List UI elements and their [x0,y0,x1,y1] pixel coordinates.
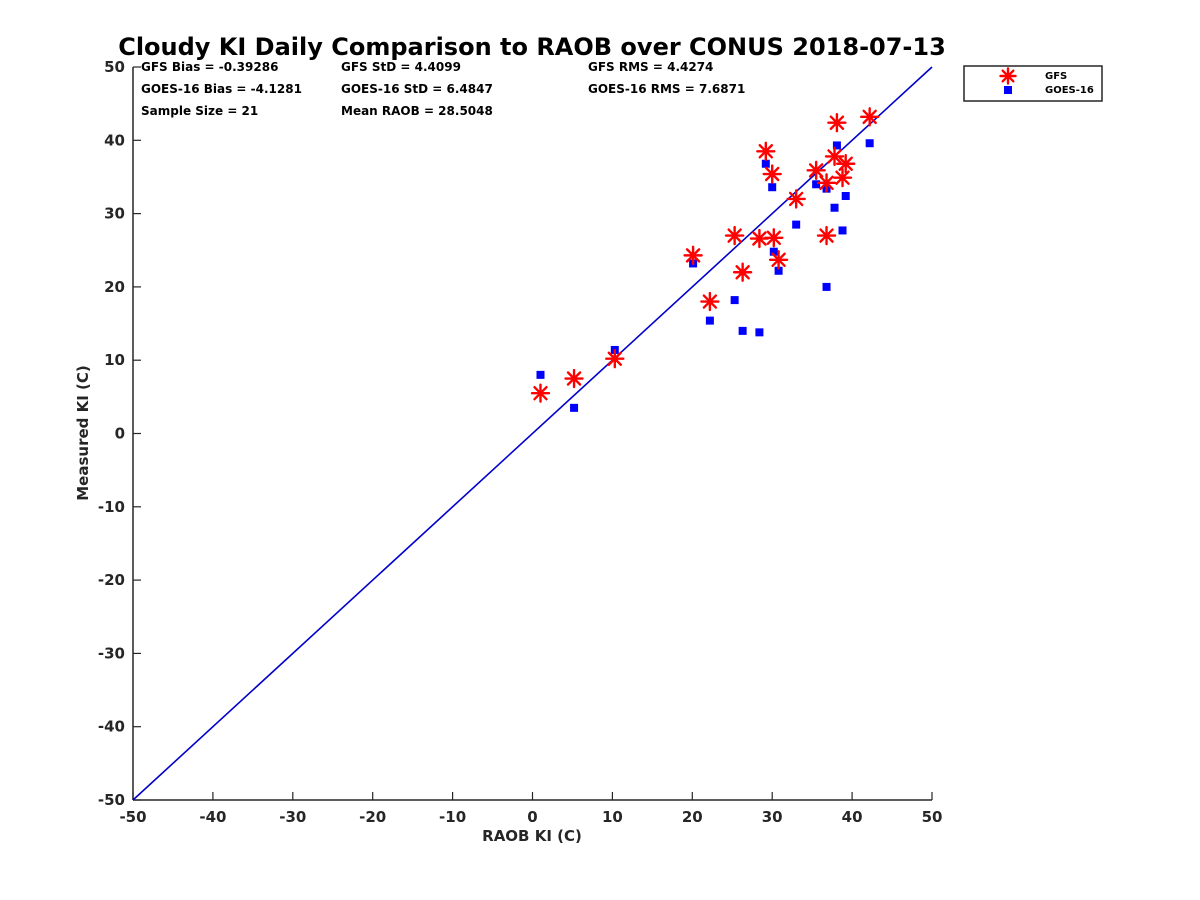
data-markers [530,107,880,412]
one-to-one-line [132,66,933,801]
legend-label-goes16: GOES-16 [1045,85,1094,96]
goes16-point [769,247,778,256]
goes16-point [822,282,831,291]
gfs-point [605,349,625,369]
stat-goes16-bias: GOES-16 Bias = -4.1281 [141,82,302,96]
stat-gfs-bias: GFS Bias = -0.39286 [141,60,278,74]
x-tick-label: 10 [602,808,623,826]
x-tick-label: -50 [119,808,146,826]
legend-marker-gfs [999,67,1017,85]
stat-sample-size: Sample Size = 21 [141,104,258,118]
reference-line-group [132,66,933,801]
gfs-point [836,154,856,174]
gfs-point [762,164,782,184]
goes16-point [755,328,764,337]
legend-box [963,65,1103,102]
x-tick-label: 20 [682,808,703,826]
x-tick-label: 50 [922,808,943,826]
legend-marker-goes16 [1004,86,1012,94]
x-tick-label: -20 [359,808,386,826]
gfs-point [764,228,784,248]
goes16-point [841,192,850,201]
gfs-point [786,189,806,209]
gfs-point [530,383,551,403]
legend-label-gfs: GFS [1045,71,1067,82]
y-tick-label: -20 [98,571,125,589]
y-tick-label: -10 [98,498,125,516]
y-tick-label: -30 [98,644,125,662]
goes16-point [774,266,783,275]
goes16-point [768,183,777,192]
stat-goes16-std: GOES-16 StD = 6.4847 [341,82,493,96]
gfs-point [756,141,776,161]
y-tick-label: -40 [98,718,125,736]
goes16-point [738,326,747,335]
goes16-point [838,226,847,235]
gfs-point [732,262,753,282]
legend-markers [999,67,1017,94]
x-axis-label: RAOB KI (C) [482,827,582,845]
y-tick-label: 50 [104,58,125,76]
y-tick-label: -50 [98,791,125,809]
y-tick-label: 20 [104,278,125,296]
stat-gfs-std: GFS StD = 4.4099 [341,60,461,74]
axis-ticks: -50 -40 -30 -20 -10 0 10 20 30 40 50 -50 -40 -30 -20 -1… [98,58,943,826]
gfs-point [564,368,584,389]
gfs-point [768,250,789,270]
y-axis-label: Measured KI (C) [74,365,92,501]
y-tick-label: 30 [104,205,125,223]
gfs-point [683,245,703,266]
y-tick-label: 0 [115,425,125,443]
y-tick-label: 10 [104,351,125,369]
goes16-point [792,220,801,229]
gfs-point [824,146,845,167]
goes16-point [570,403,579,412]
gfs-point [700,291,720,312]
goes16-point [730,296,739,305]
gfs-point [816,225,837,246]
gfs-point [827,113,847,133]
x-tick-label: -10 [439,808,466,826]
goes16-point [761,159,770,168]
goes16-point [830,203,839,212]
goes16-point [812,180,821,189]
goes16-point [705,316,714,325]
gfs-point [724,225,745,246]
chart-title: Cloudy KI Daily Comparison to RAOB over … [118,33,946,61]
y-tick-label: 40 [104,131,125,149]
stat-gfs-rms: GFS RMS = 4.4274 [588,60,713,74]
x-tick-label: 0 [527,808,537,826]
x-tick-label: -30 [279,808,306,826]
x-tick-label: 40 [842,808,863,826]
legend: GFS GOES-16 [963,65,1103,102]
gfs-point [832,167,853,188]
stat-mean-raob: Mean RAOB = 28.5048 [341,104,493,118]
goes16-point [832,141,841,150]
stat-goes16-rms: GOES-16 RMS = 7.6871 [588,82,745,96]
x-tick-label: -40 [199,808,226,826]
goes16-point [536,370,545,379]
gfs-point [859,107,880,127]
goes16-point [865,139,874,148]
gfs-point [806,160,826,181]
gfs-point [816,173,837,193]
x-tick-label: 30 [762,808,783,826]
